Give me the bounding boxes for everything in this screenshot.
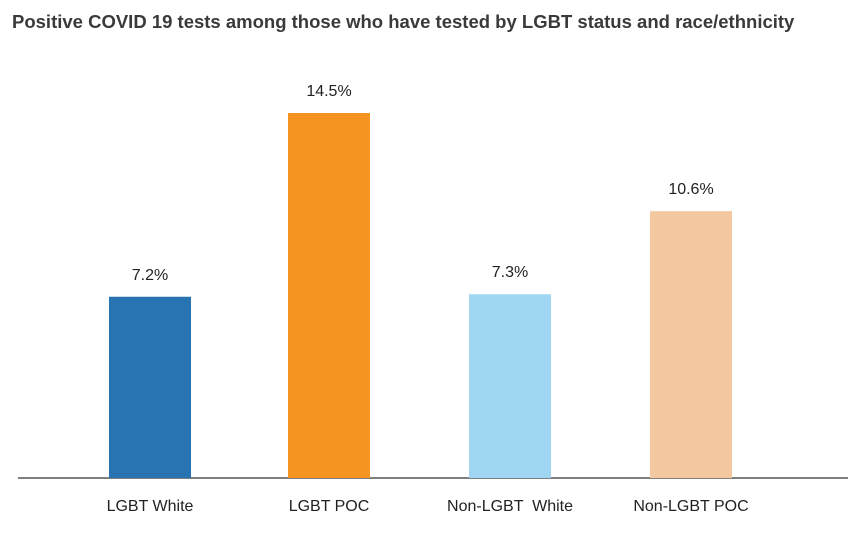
category-label-1: LGBT POC xyxy=(289,498,370,515)
chart-title: Positive COVID 19 tests among those who … xyxy=(12,11,795,32)
category-label-3: Non-LGBT POC xyxy=(633,498,748,515)
value-label-1: 14.5% xyxy=(306,83,351,100)
bars-group xyxy=(109,113,732,478)
value-labels-group: 7.2% 14.5% 7.3% 10.6% xyxy=(132,83,714,284)
bar-2 xyxy=(469,294,551,478)
value-label-0: 7.2% xyxy=(132,267,168,284)
category-label-0: LGBT White xyxy=(107,498,194,515)
bar-1 xyxy=(288,113,370,478)
category-labels-group: LGBT White LGBT POC Non-LGBT White Non-LGBT… xyxy=(107,498,749,515)
category-label-2: Non-LGBT White xyxy=(447,498,573,515)
bar-0 xyxy=(109,296,191,478)
value-label-2: 7.3% xyxy=(492,264,528,281)
bar-3 xyxy=(650,211,732,478)
value-label-3: 10.6% xyxy=(668,181,713,198)
